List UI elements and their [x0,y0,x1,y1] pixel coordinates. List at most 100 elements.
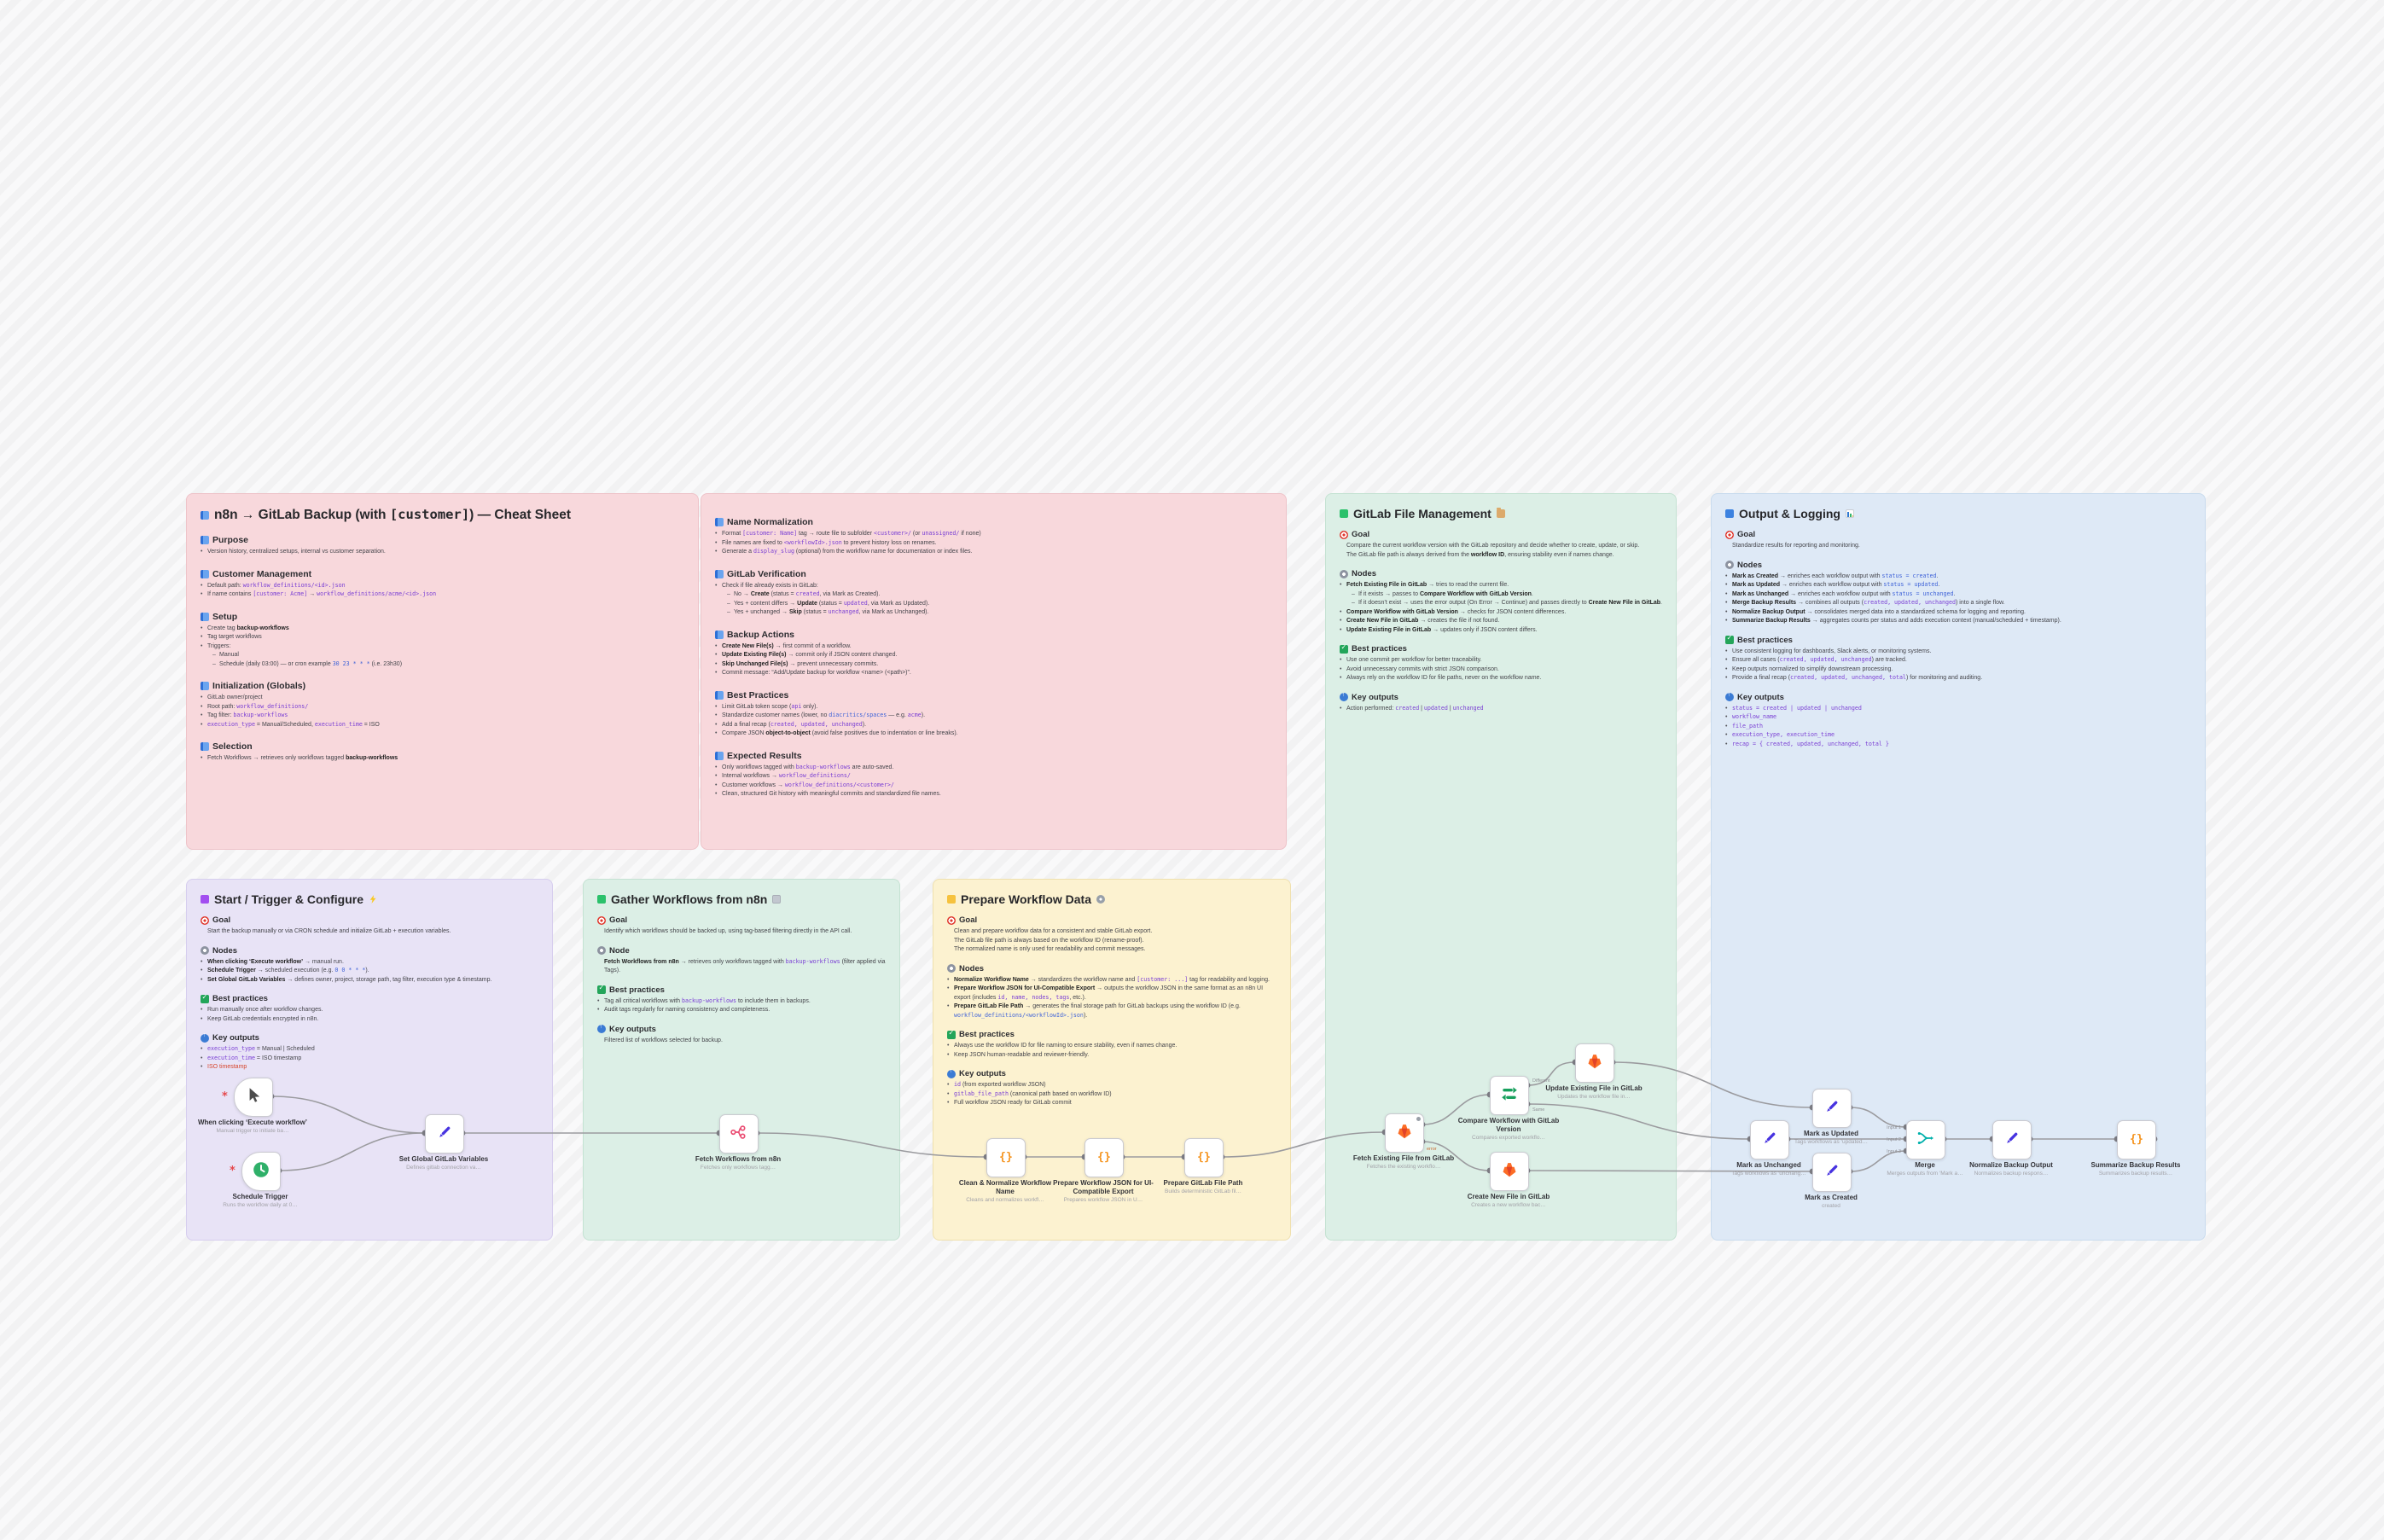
note-line-text: Standardize results for reporting and mo… [1732,543,1860,549]
node-summarize-backup-results[interactable]: {} [2117,1120,2156,1159]
bullet: • [201,1055,203,1061]
bullet: • [201,755,203,761]
node-normalize-backup-output[interactable] [1992,1120,2032,1159]
note-line: • Check if file already exists in GitLab: [715,582,1272,591]
note-line-text: Schedule (daily 03:00) — or cron example… [219,660,403,667]
note-line-text: Add a final recap (created, updated, unc… [722,720,867,728]
section-heading: Best Practices [715,690,1272,700]
section-heading-text: Initialization (Globals) [212,681,306,691]
node-set-global-gitlab-variables[interactable] [425,1114,464,1154]
note-line-text: Set Global GitLab Variables → defines ow… [207,976,492,983]
note-line-text: Run manually once after workflow changes… [207,1007,323,1013]
section-heading-text: Goal [212,915,231,925]
note-line: • Prepare GitLab File Path → generates th… [947,1002,1276,1020]
note-line: • Clean, structured Git history with mean… [715,790,1272,799]
section-heading-text: Key outputs [1737,692,1784,702]
gitlab-icon [1395,1122,1414,1145]
note-line-text: Update Existing File(s) → commit only if… [722,652,898,658]
code-icon: {} [1095,1147,1114,1170]
note-line-text: Keep GitLab credentials encrypted in n8n… [207,1015,319,1022]
bullet: – [727,591,730,597]
target-icon [1725,530,1734,539]
section-heading-text: Goal [1352,530,1370,539]
note-title: Output & Logging [1725,507,2191,520]
section-heading: Expected Results [715,751,1272,761]
bullet: • [947,1003,950,1009]
bullet: • [715,582,718,589]
bullet: • [947,985,950,991]
bullet: • [201,625,203,631]
svg-text:{}: {} [2130,1132,2143,1145]
out-icon [597,1024,606,1033]
section-heading-text: Customer Management [212,568,312,579]
note-line-text: Tag all critical workflows with backup-w… [604,997,811,1004]
node-compare-workflow-with-gitlab-version[interactable] [1490,1076,1529,1115]
bullet: • [1340,657,1342,663]
section-heading-text: Purpose [212,535,249,545]
section-heading-text: Key outputs [959,1069,1006,1078]
note-line: • Add a final recap (created, updated, un… [715,721,1272,730]
bullet: • [201,694,203,700]
note-line: • Schedule Trigger → scheduled execution … [201,967,538,976]
note-line-text: Internal workflows → workflow_definition… [722,772,851,779]
sticky-note-cheatsheet-left[interactable]: n8n → GitLab Backup (with [customer]) — … [186,493,699,850]
note-line: • Summarize Backup Results → aggregates c… [1725,617,2191,626]
clock-icon [252,1160,270,1183]
bullet: • [1725,608,1728,615]
note-line-text: Merge Backup Results → combines all outp… [1732,599,2005,606]
bullet: • [715,730,718,736]
note-line-text: Create New File in GitLab → creates the … [1346,618,1500,624]
note-line: • execution_type, execution_time [1725,731,2191,741]
section-heading: Best practices [201,993,538,1003]
note-line: • Mark as Updated → enriches each workflo… [1725,581,2191,590]
section-heading: Name Normalization [715,517,1272,527]
note-line-text: Filtered list of workflows selected for … [604,1037,723,1043]
section-heading-text: Key outputs [609,1024,656,1034]
note-title-text: Prepare Workflow Data [961,892,1092,906]
node-prepare-workflow-json[interactable]: {} [1084,1138,1124,1177]
node-update-existing-file-in-gitlab[interactable] [1575,1043,1614,1083]
bullet: – [1352,600,1355,606]
note-line: • Update Existing File in GitLab → update… [1340,626,1662,636]
bullet: • [1725,665,1728,672]
node-mark-as-unchanged[interactable] [1750,1120,1789,1159]
note-line: • Keep outputs normalized to simplify dow… [1725,665,2191,675]
section-heading: Purpose [201,535,684,545]
node-mark-as-updated[interactable] [1812,1089,1852,1128]
pencil-icon [1823,1097,1841,1120]
node-merge[interactable] [1906,1120,1945,1159]
note-line: • Compare Workflow with GitLab Version → … [1340,608,1662,618]
note-line-text: If name contains [customer: Acme] → work… [207,590,437,597]
node-schedule-trigger[interactable]: * [230,1152,281,1191]
note-line-text: Yes + content differs → Update (status =… [734,599,930,607]
note-line-text: Skip Unchanged File(s) → prevent unneces… [722,660,879,667]
node-fetch-existing-file-from-gitlab[interactable] [1385,1113,1424,1153]
note-line-text: File names are fixed to <workflowId>.jso… [722,538,937,546]
node-fetch-workflows-from-n8n[interactable] [719,1114,759,1154]
node-create-new-file-in-gitlab[interactable] [1490,1152,1529,1191]
note-line-text: Generate a display_slug (optional) from … [722,548,973,555]
sticky-note-cheatsheet-right[interactable]: Name Normalization • Format [customer: Nam… [701,493,1287,850]
bullet: • [715,782,718,788]
node-mark-as-created[interactable] [1812,1153,1852,1192]
gear-icon [1340,569,1348,578]
note-line-text: Use one commit per workflow for better t… [1346,657,1482,663]
gear-icon [201,946,209,955]
bullet: • [201,976,203,983]
note-line: • File names are fixed to <workflowId>.js… [715,539,1272,549]
note-line-text: execution_type = Manual/Scheduled, execu… [207,720,380,728]
node-prepare-gitlab-file-path[interactable]: {} [1184,1138,1224,1177]
node-clean-normalize-workflow-name[interactable]: {} [986,1138,1026,1177]
bullet: • [1725,705,1728,712]
bullet: • [201,582,203,589]
note-line: • workflow_name [1725,713,2191,723]
node-manual-trigger[interactable]: * [222,1078,273,1117]
bullet: – [1352,590,1355,597]
section-heading: Goal [597,915,886,925]
svg-text:{}: {} [1097,1150,1111,1163]
